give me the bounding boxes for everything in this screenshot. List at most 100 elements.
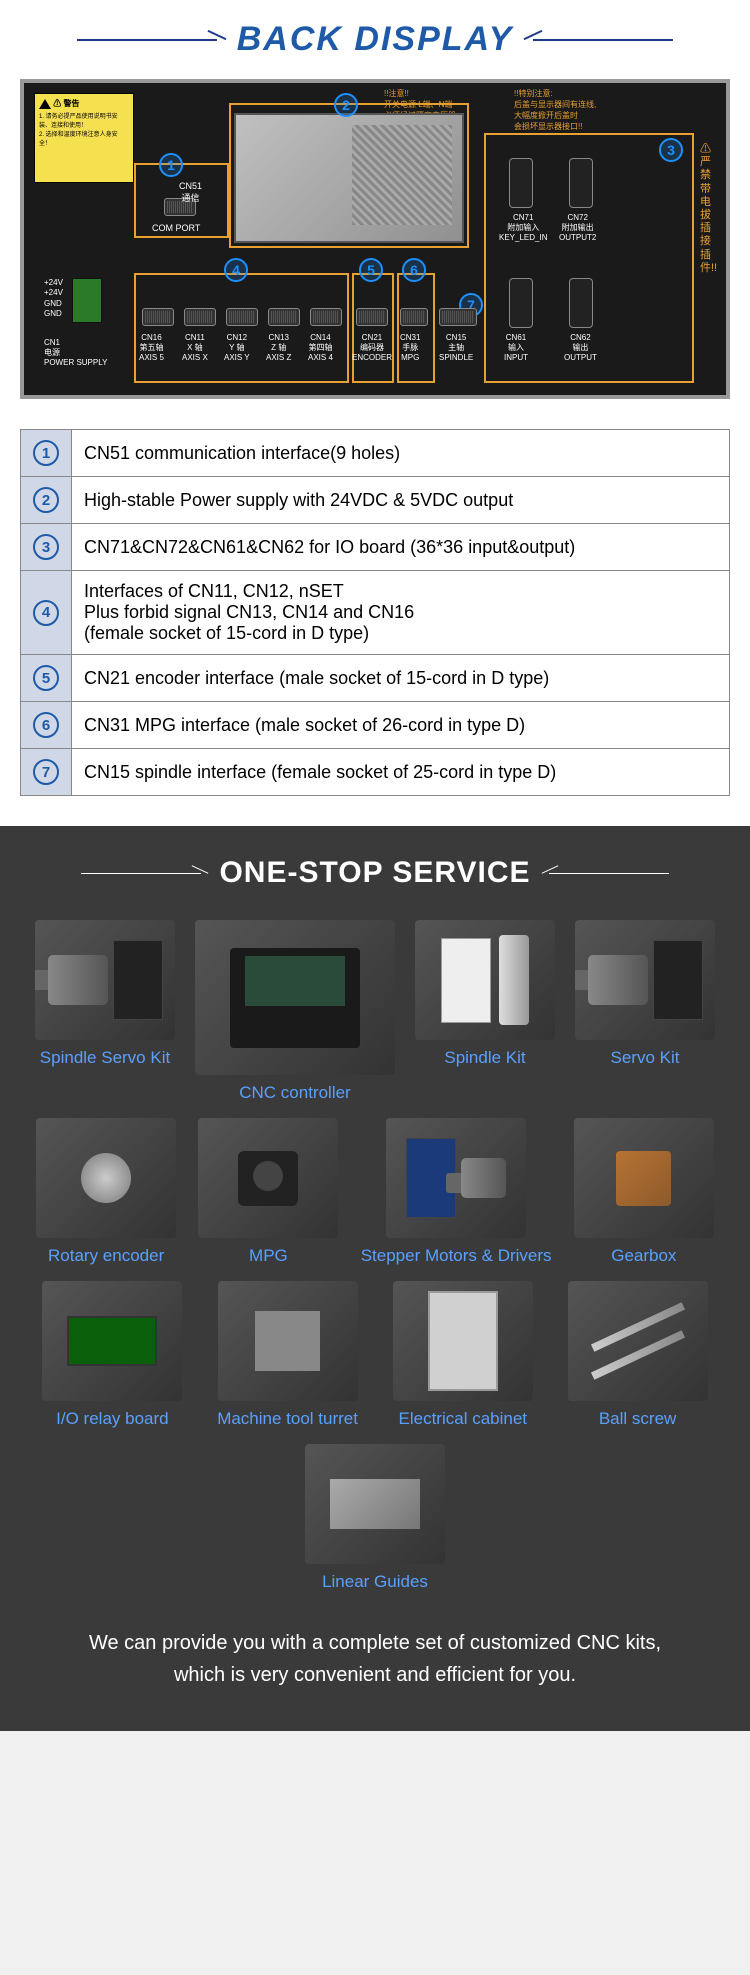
back-display-section: ⚠ 警告 1. 请务必提严品使用说明书安装、连接和使用！ 2. 选择和温度环境注… (0, 79, 750, 419)
panel-photo: ⚠ 警告 1. 请务必提严品使用说明书安装、连接和使用！ 2. 选择和温度环境注… (20, 79, 730, 399)
marker-6: 6 (402, 258, 426, 282)
back-display-heading: BACK DISPLAY (0, 0, 750, 79)
product-label: CNC controller (239, 1083, 350, 1103)
product-item: CNC controller (195, 920, 395, 1103)
products-grid: Spindle Servo Kit CNC controller Spindle K… (20, 920, 730, 1592)
product-item: Linear Guides (305, 1444, 445, 1592)
marker-2: 2 (334, 93, 358, 117)
number-circle: 4 (33, 600, 59, 626)
product-item: Machine tool turret (217, 1281, 358, 1429)
product-label: Spindle Servo Kit (40, 1048, 170, 1068)
service-section: ONE-STOP SERVICE Spindle Servo Kit CNC co… (0, 826, 750, 1731)
cn16-port (142, 308, 174, 326)
product-image (36, 1118, 176, 1238)
cn16-label: CN16 第五轴 AXIS 5 (139, 333, 164, 362)
product-image (575, 920, 715, 1040)
product-image (568, 1281, 708, 1401)
product-image (393, 1281, 533, 1401)
cn62-port (569, 278, 593, 328)
side-warning: ⚠严禁带电拔插接插件!! (700, 143, 716, 275)
footer-text: We can provide you with a complete set o… (20, 1627, 730, 1691)
table-row: 1CN51 communication interface(9 holes) (21, 430, 730, 477)
cn71-label: CN71 附加输入 KEY_LED_IN (499, 213, 547, 242)
product-image (305, 1444, 445, 1564)
product-image (218, 1281, 358, 1401)
marker-1: 1 (159, 153, 183, 177)
cn72-port (569, 158, 593, 208)
cn21-label: CN21 编码器 ENCODER (352, 333, 392, 362)
decor-line (77, 39, 217, 41)
product-item: Spindle Kit (415, 920, 555, 1103)
row-number-cell: 5 (21, 655, 72, 702)
row-text-cell: Interfaces of CN11, CN12, nSET Plus forb… (72, 571, 730, 655)
outline-6 (397, 273, 435, 383)
section-title: BACK DISPLAY (237, 20, 514, 59)
product-label: Rotary encoder (48, 1246, 164, 1266)
cn1-label: CN1 电源 POWER SUPPLY (44, 338, 107, 367)
table-row: 2 High-stable Power supply with 24VDC & 5… (21, 477, 730, 524)
power-pins: +24V +24V GND GND (44, 278, 63, 320)
outline-4 (134, 273, 349, 383)
row-number-cell: 6 (21, 702, 72, 749)
decor-line (533, 39, 673, 41)
cn71-port (509, 158, 533, 208)
number-circle: 3 (33, 534, 59, 560)
cn12-port (226, 308, 258, 326)
cn21-port (356, 308, 388, 326)
description-table: 1CN51 communication interface(9 holes) 2H… (20, 429, 730, 796)
cn62-label: CN62 输出 OUTPUT (564, 333, 597, 362)
number-circle: 5 (33, 665, 59, 691)
table-row: 7CN15 spindle interface (female socket o… (21, 749, 730, 796)
product-image (198, 1118, 338, 1238)
marker-3: 3 (659, 138, 683, 162)
service-title: ONE-STOP SERVICE (219, 856, 530, 890)
row-text-cell: CN71&CN72&CN61&CN62 for IO board (36*36 … (72, 524, 730, 571)
product-item: I/O relay board (42, 1281, 182, 1429)
product-label: Spindle Kit (444, 1048, 525, 1068)
description-table-section: 1CN51 communication interface(9 holes) 2H… (0, 419, 750, 826)
number-circle: 6 (33, 712, 59, 738)
row-text-cell: CN51 communication interface(9 holes) (72, 430, 730, 477)
number-circle: 2 (33, 487, 59, 513)
row-text-cell: High-stable Power supply with 24VDC & 5V… (72, 477, 730, 524)
product-item: Stepper Motors & Drivers (361, 1118, 552, 1266)
cn31-port (400, 308, 428, 326)
cn11-label: CN11 X 轴 AXIS X (182, 333, 208, 362)
marker-5: 5 (359, 258, 383, 282)
product-label: Servo Kit (611, 1048, 680, 1068)
cn51-label: CN51 通信 (179, 181, 202, 204)
product-label: Gearbox (611, 1246, 676, 1266)
cn61-port (509, 278, 533, 328)
row-number-cell: 3 (21, 524, 72, 571)
product-image (42, 1281, 182, 1401)
product-item: Gearbox (574, 1118, 714, 1266)
number-circle: 7 (33, 759, 59, 785)
decor-line (81, 873, 201, 874)
cn72-label: CN72 附加输出 OUTPUT2 (559, 213, 596, 242)
cn61-label: CN61 输入 INPUT (504, 333, 528, 362)
top-warning-2: !!特别注意: 后盖与显示器间有连线, 大幅度掀开后盖时 会损坏显示器接口!! (514, 88, 644, 132)
marker-4: 4 (224, 258, 248, 282)
outline-2 (229, 103, 469, 248)
product-item: MPG (198, 1118, 338, 1266)
product-image (415, 920, 555, 1040)
cn31-label: CN31 手脉 MPG (400, 333, 420, 362)
product-label: I/O relay board (56, 1409, 168, 1429)
row-number-cell: 1 (21, 430, 72, 477)
product-image (574, 1118, 714, 1238)
cn12-label: CN12 Y 轴 AXIS Y (224, 333, 250, 362)
product-image (35, 920, 175, 1040)
product-label: Stepper Motors & Drivers (361, 1246, 552, 1266)
cn15-label: CN15 主轴 SPINDLE (439, 333, 473, 362)
outline-5 (352, 273, 394, 383)
cn13-label: CN13 Z 轴 AXIS Z (266, 333, 291, 362)
table-row: 4 Interfaces of CN11, CN12, nSET Plus for… (21, 571, 730, 655)
row-number-cell: 7 (21, 749, 72, 796)
row-text-cell: CN21 encoder interface (male socket of 1… (72, 655, 730, 702)
warning-text: 1. 请务必提严品使用说明书安装、连接和使用！ 2. 选择和温度环境注意人身安全… (39, 111, 129, 147)
product-item: Servo Kit (575, 920, 715, 1103)
product-item: Rotary encoder (36, 1118, 176, 1266)
cn14-port (310, 308, 342, 326)
table-row: 3 CN71&CN72&CN61&CN62 for IO board (36*36… (21, 524, 730, 571)
warning-title: ⚠ 警告 (53, 99, 79, 108)
